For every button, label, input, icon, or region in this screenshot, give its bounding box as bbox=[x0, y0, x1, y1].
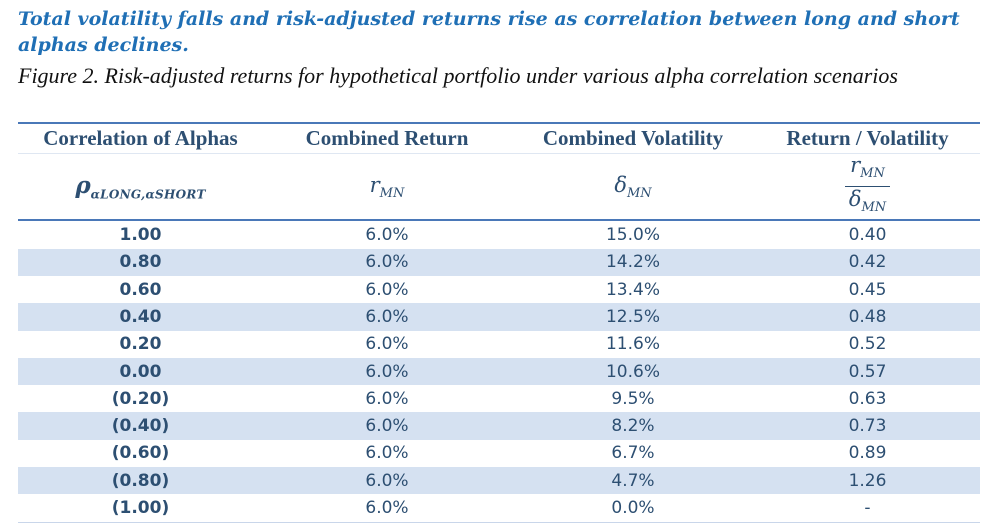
cell-return: 6.0% bbox=[365, 225, 409, 246]
cell-volatility: 4.7% bbox=[511, 467, 755, 495]
cell-ratio: 0.48 bbox=[755, 303, 980, 331]
table-row: 1.00 6.0% 15.0% 0.40 bbox=[18, 220, 980, 248]
ratio-num-glyph: r bbox=[850, 153, 861, 177]
header-combined-volatility: Combined Volatility bbox=[511, 122, 755, 154]
cell-correlation: (0.80) bbox=[18, 467, 263, 495]
cell-volatility: 11.6% bbox=[605, 334, 660, 355]
cell-ratio: - bbox=[755, 494, 980, 523]
headline: Total volatility falls and risk-adjusted… bbox=[18, 8, 960, 56]
cell-ratio: 0.42 bbox=[755, 248, 980, 276]
cell-ratio: 0.52 bbox=[848, 334, 887, 355]
table-row: (0.80) 6.0% 4.7% 1.26 bbox=[18, 467, 980, 495]
figure-caption: Figure 2. Risk-adjusted returns for hypo… bbox=[18, 63, 898, 88]
cell-correlation: 0.00 bbox=[18, 357, 263, 386]
correlation-table: Correlation of Alphas Combined Return Co… bbox=[18, 122, 980, 523]
cell-return: 6.0% bbox=[263, 412, 511, 440]
cell-volatility: 13.4% bbox=[605, 279, 660, 300]
return-glyph: r bbox=[369, 172, 380, 197]
table-row: 0.80 6.0% 14.2% 0.42 bbox=[18, 248, 980, 276]
table-row: (1.00) 6.0% 0.0% - bbox=[18, 494, 980, 523]
symbol-rho-cell: ραLONG,αSHORT bbox=[18, 153, 263, 222]
cell-ratio: 0.89 bbox=[848, 443, 887, 464]
cell-volatility: 10.6% bbox=[511, 357, 755, 386]
cell-ratio: 0.57 bbox=[755, 357, 980, 386]
cell-correlation: 1.00 bbox=[119, 225, 162, 246]
ratio-den-glyph: δ bbox=[848, 187, 862, 212]
table-row: (0.60) 6.0% 6.7% 0.89 bbox=[18, 440, 980, 467]
cell-volatility: 9.5% bbox=[611, 388, 655, 409]
cell-correlation: (0.60) bbox=[111, 443, 170, 464]
cell-correlation: (1.00) bbox=[18, 494, 263, 523]
table-row: 0.20 6.0% 11.6% 0.52 bbox=[18, 331, 980, 358]
cell-volatility: 0.0% bbox=[511, 494, 755, 523]
rho-subscript: αLONG,αSHORT bbox=[90, 187, 206, 202]
header-symbol-row: ραLONG,αSHORT rMN δMN rMN δMN bbox=[18, 153, 980, 222]
cell-return: 6.0% bbox=[263, 248, 511, 276]
table-row: 0.00 6.0% 10.6% 0.57 bbox=[18, 357, 980, 386]
cell-correlation: 0.40 bbox=[18, 303, 263, 331]
cell-correlation: (0.20) bbox=[111, 388, 170, 409]
volatility-glyph: δ bbox=[614, 172, 627, 197]
cell-ratio: 0.40 bbox=[848, 225, 887, 246]
volatility-subscript: MN bbox=[626, 185, 652, 201]
cell-return: 6.0% bbox=[365, 279, 409, 300]
header-label-row: Correlation of Alphas Combined Return Co… bbox=[18, 122, 980, 154]
symbol-volatility: δMN bbox=[614, 172, 651, 201]
table-body: 1.00 6.0% 15.0% 0.40 0.80 6.0% 14.2% 0.4… bbox=[18, 220, 980, 523]
rho-glyph: ρ bbox=[75, 171, 91, 199]
header-correlation: Correlation of Alphas bbox=[18, 122, 263, 154]
cell-volatility: 14.2% bbox=[511, 248, 755, 276]
header-combined-return: Combined Return bbox=[263, 122, 511, 154]
ratio-num-subscript: MN bbox=[860, 166, 885, 182]
symbol-ratio-fraction: rMN δMN bbox=[844, 153, 891, 219]
cell-ratio: 0.63 bbox=[848, 388, 887, 409]
cell-correlation: (0.40) bbox=[18, 412, 263, 440]
ratio-den-subscript: MN bbox=[861, 200, 887, 216]
symbol-ratio-cell: rMN δMN bbox=[755, 153, 980, 222]
symbol-return-cell: rMN bbox=[263, 153, 511, 222]
table-row: (0.20) 6.0% 9.5% 0.63 bbox=[18, 385, 980, 412]
table-row: 0.40 6.0% 12.5% 0.48 bbox=[18, 303, 980, 331]
cell-volatility: 15.0% bbox=[605, 225, 660, 246]
symbol-volatility-cell: δMN bbox=[511, 153, 755, 222]
cell-volatility: 8.2% bbox=[511, 412, 755, 440]
table-row: 0.60 6.0% 13.4% 0.45 bbox=[18, 276, 980, 303]
cell-ratio: 0.73 bbox=[755, 412, 980, 440]
header-return-volatility: Return / Volatility bbox=[755, 122, 980, 154]
ratio-numerator: rMN bbox=[844, 153, 891, 188]
symbol-return: rMN bbox=[369, 172, 405, 201]
cell-correlation: 0.60 bbox=[119, 279, 162, 300]
cell-ratio: 1.26 bbox=[755, 467, 980, 495]
cell-return: 6.0% bbox=[365, 388, 409, 409]
table-row: (0.40) 6.0% 8.2% 0.73 bbox=[18, 412, 980, 440]
cell-volatility: 12.5% bbox=[511, 303, 755, 331]
cell-correlation: 0.20 bbox=[119, 334, 162, 355]
cell-correlation: 0.80 bbox=[18, 248, 263, 276]
cell-return: 6.0% bbox=[263, 303, 511, 331]
cell-return: 6.0% bbox=[263, 494, 511, 523]
cell-return: 6.0% bbox=[263, 357, 511, 386]
cell-volatility: 6.7% bbox=[611, 443, 655, 464]
return-subscript: MN bbox=[379, 185, 405, 201]
cell-return: 6.0% bbox=[365, 443, 409, 464]
symbol-rho: ραLONG,αSHORT bbox=[75, 171, 206, 202]
cell-return: 6.0% bbox=[365, 334, 409, 355]
ratio-denominator: δMN bbox=[845, 187, 890, 219]
cell-return: 6.0% bbox=[263, 467, 511, 495]
cell-ratio: 0.45 bbox=[848, 279, 887, 300]
